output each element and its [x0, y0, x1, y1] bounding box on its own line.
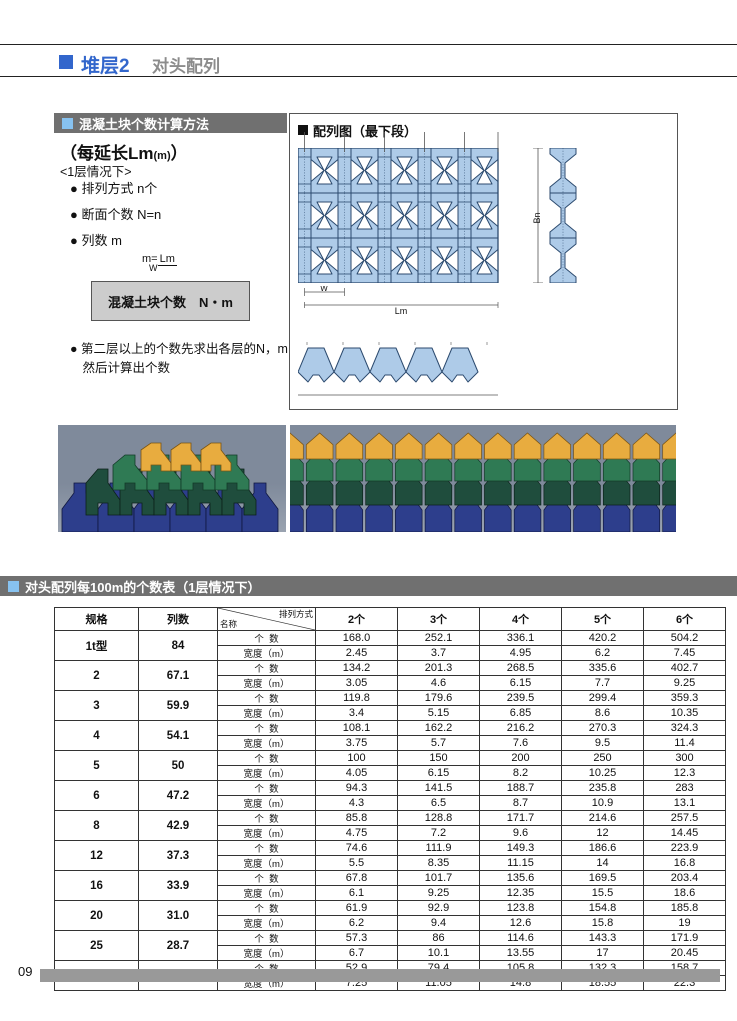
svg-text:Lm: Lm — [395, 306, 408, 316]
svg-text:W: W — [320, 286, 328, 293]
svg-text:Bn: Bn — [532, 212, 542, 223]
